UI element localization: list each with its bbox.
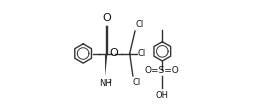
Text: O=S=O: O=S=O [145,66,180,75]
Text: OH: OH [156,91,169,100]
Text: Cl: Cl [136,20,144,29]
Text: Cl: Cl [132,78,140,87]
Text: Cl: Cl [137,49,146,58]
Text: 2: 2 [108,79,112,84]
Text: NH: NH [99,79,112,88]
Text: O: O [102,13,111,23]
Text: O: O [109,48,118,59]
Polygon shape [105,55,107,77]
